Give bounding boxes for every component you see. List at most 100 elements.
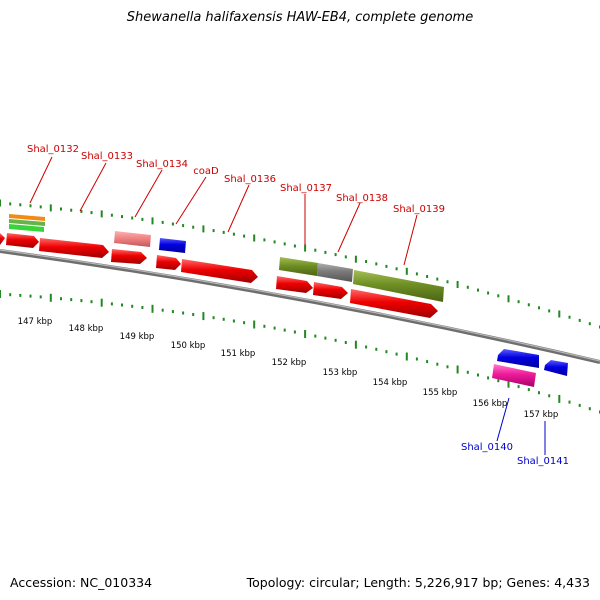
accession-text: Accession: NC_010334 <box>10 575 153 590</box>
gene-label-shal-0134[interactable]: Shal_0134 <box>136 159 188 170</box>
minor-tick <box>192 225 195 229</box>
cds-arrow-reverse <box>497 349 539 368</box>
cds-arrow <box>6 233 39 248</box>
genome-backbone <box>0 249 600 364</box>
gene-label-shal-0140[interactable]: Shal_0140 <box>461 442 513 453</box>
minor-tick <box>60 207 62 211</box>
major-tick <box>405 352 408 361</box>
reverse-cds-lane <box>492 349 568 387</box>
minor-tick <box>283 328 286 332</box>
major-tick <box>354 255 357 263</box>
minor-tick <box>527 388 530 392</box>
minor-tick <box>375 347 378 351</box>
minor-tick <box>517 385 520 389</box>
cds-arrow <box>39 238 109 258</box>
minor-tick <box>192 313 195 316</box>
minor-tick <box>334 253 337 257</box>
minor-tick <box>263 324 266 328</box>
minor-tick <box>121 215 123 219</box>
minor-tick <box>273 240 276 244</box>
minor-tick <box>385 350 388 354</box>
minor-tick <box>588 322 591 326</box>
cds-arrow <box>313 282 348 299</box>
gene-labels: Shal_0132 Shal_0133 Shal_0134 coaD Shal_… <box>27 144 569 467</box>
minor-tick <box>19 293 22 297</box>
minor-tick <box>365 345 368 349</box>
scale-label: 153 kbp <box>323 368 358 378</box>
major-tick <box>49 204 52 212</box>
cds-arrow <box>111 249 147 264</box>
major-tick <box>558 394 561 403</box>
minor-tick <box>365 260 368 263</box>
minor-tick <box>232 232 235 236</box>
minor-tick <box>182 224 185 228</box>
minor-tick <box>395 267 398 271</box>
minor-tick <box>436 277 439 281</box>
minor-tick <box>121 303 123 307</box>
major-tick <box>151 304 154 313</box>
forward-cds-lane <box>0 233 438 318</box>
minor-tick <box>446 365 449 369</box>
minor-tick <box>314 334 317 338</box>
minor-tick <box>9 202 12 206</box>
major-tick <box>456 281 459 288</box>
minor-tick <box>568 400 571 404</box>
minor-tick <box>29 204 32 208</box>
outer-tick-ring <box>0 199 600 329</box>
major-tick <box>202 225 205 233</box>
gene-label-shal-0136[interactable]: Shal_0136 <box>224 174 276 185</box>
minor-tick <box>263 238 266 242</box>
minor-tick <box>293 244 296 248</box>
minor-tick <box>548 394 551 398</box>
inner-tick-ring <box>0 290 600 414</box>
gene-label-shal-0133[interactable]: Shal_0133 <box>81 151 133 162</box>
minor-tick <box>568 315 571 319</box>
scale-label: 155 kbp <box>423 388 458 398</box>
minor-tick <box>110 213 113 217</box>
minor-tick <box>141 217 144 221</box>
major-tick <box>253 234 256 242</box>
minor-tick <box>283 242 286 246</box>
minor-tick <box>395 352 398 356</box>
gene-label-coad[interactable]: coaD <box>193 166 219 177</box>
minor-tick <box>487 376 490 380</box>
gene-label-shal-0132[interactable]: Shal_0132 <box>27 144 79 155</box>
minor-tick <box>548 309 551 313</box>
gene-label-shal-0137[interactable]: Shal_0137 <box>280 183 332 194</box>
minor-tick <box>131 216 134 220</box>
forward-feature-lane <box>9 214 444 302</box>
cds-arrow <box>0 233 5 245</box>
cds-arrow <box>276 276 313 293</box>
minor-tick <box>436 362 439 366</box>
minor-tick <box>39 205 42 209</box>
minor-tick <box>293 330 296 334</box>
feature-box <box>159 238 186 253</box>
feature-box <box>114 231 151 247</box>
major-tick <box>354 340 357 349</box>
gene-label-shal-0138[interactable]: Shal_0138 <box>336 193 388 204</box>
minor-tick <box>212 316 215 320</box>
scale-label: 151 kbp <box>221 349 256 359</box>
minor-tick <box>9 293 12 297</box>
minor-tick <box>538 306 540 310</box>
minor-tick <box>80 299 83 303</box>
minor-tick <box>222 317 225 321</box>
minor-tick <box>243 321 246 325</box>
gene-label-shal-0141[interactable]: Shal_0141 <box>517 456 569 467</box>
minor-tick <box>466 285 469 289</box>
minor-tick <box>39 295 42 299</box>
major-tick <box>100 210 103 218</box>
minor-tick <box>314 248 317 252</box>
minor-tick <box>324 250 327 254</box>
minor-tick <box>538 391 540 395</box>
minor-tick <box>171 310 174 314</box>
minor-tick <box>161 220 164 224</box>
minor-tick <box>344 255 347 259</box>
major-tick <box>202 312 205 321</box>
minor-tick <box>466 370 469 374</box>
minor-tick <box>131 304 134 308</box>
gene-label-shal-0139[interactable]: Shal_0139 <box>393 204 445 215</box>
minor-tick <box>19 203 22 207</box>
cds-arrow <box>350 289 438 318</box>
label-leaders <box>29 156 546 455</box>
